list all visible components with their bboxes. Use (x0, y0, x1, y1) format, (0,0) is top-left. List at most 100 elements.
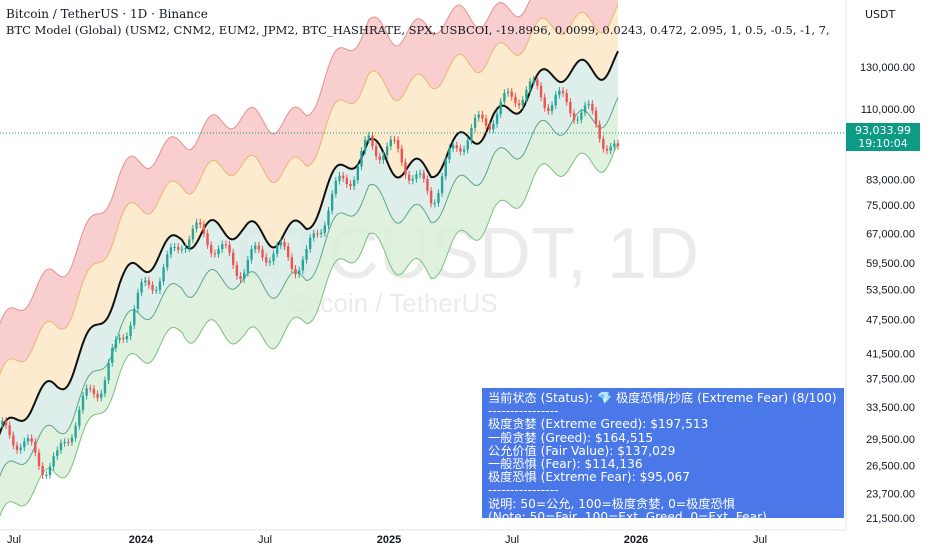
candle (221, 240, 224, 253)
series-line-1 (0, 4, 619, 376)
symbol-title[interactable]: Bitcoin / TetherUS · 1D · Binance (6, 7, 208, 21)
candle-body (253, 245, 257, 250)
candle-body (437, 193, 440, 204)
candle (158, 277, 162, 294)
candle (396, 136, 400, 153)
candle-body (41, 465, 44, 476)
candle-body (492, 123, 495, 130)
candle-body (338, 175, 341, 181)
candle (561, 87, 565, 97)
candle-body (510, 91, 513, 97)
greed-level: 一般贪婪 (Greed): $164,515 (488, 430, 654, 445)
candle-body (294, 268, 297, 275)
candle-body (243, 272, 246, 280)
candle-body (107, 362, 110, 381)
candle-body (378, 156, 381, 160)
candle (360, 147, 363, 171)
candle-body (393, 139, 396, 141)
note-english: (Note: 50=Fair, 100=Ext. Greed, 0=Ext. F… (488, 509, 767, 524)
candle-body (422, 173, 425, 179)
candle (404, 158, 407, 179)
fear-level: 一般恐惧 (Fear): $114,136 (488, 457, 643, 472)
candle (495, 110, 499, 128)
series-line-3 (0, 97, 619, 478)
candle-body (155, 290, 158, 292)
price-tick-label: 47,500.00 (866, 314, 915, 326)
candle (78, 406, 81, 430)
candle (210, 241, 213, 258)
candle-body (125, 336, 129, 340)
candle-body (521, 99, 524, 106)
candle (305, 245, 308, 264)
candle-body (206, 233, 209, 246)
price-tick-label: 59,500.00 (866, 258, 915, 270)
candle-body (213, 253, 217, 255)
candle-body (67, 442, 70, 444)
candle-body (81, 395, 85, 410)
candle (503, 89, 506, 106)
candle-body (56, 450, 59, 457)
candle-body (111, 347, 114, 363)
candle (532, 75, 535, 86)
candle-body (444, 159, 447, 177)
candle (407, 171, 411, 185)
candle (382, 151, 385, 164)
candle (598, 120, 601, 143)
candle-body (23, 441, 26, 448)
candle (371, 131, 374, 150)
candle-body (591, 103, 594, 111)
candle (294, 265, 297, 279)
candle (385, 142, 389, 160)
candle-body (297, 270, 301, 275)
candle (308, 233, 312, 253)
candle (114, 336, 118, 352)
candle-body (59, 443, 63, 451)
candle (334, 177, 338, 198)
candle-body (547, 107, 550, 112)
candle-body (199, 222, 202, 225)
candle (583, 101, 587, 117)
candle-body (404, 162, 407, 175)
candle-body (169, 247, 173, 255)
time-tick-label: Jul (505, 534, 519, 546)
watermark-description: Bitcoin / TetherUS (290, 288, 498, 318)
candle (26, 434, 30, 446)
indicator-title[interactable]: BTC Model (Global) (USM2, CNM2, EUM2, JP… (6, 23, 830, 37)
candle (517, 99, 521, 110)
last-price-tag: 93,033.99 19:10:04 (846, 123, 920, 151)
candle-body (385, 146, 389, 156)
candle (166, 250, 169, 272)
candle (41, 462, 44, 479)
candle (459, 144, 462, 156)
candle (319, 229, 323, 238)
candle-body (532, 79, 535, 82)
candle (261, 245, 264, 261)
price-tick-label: 33,500.00 (866, 402, 915, 414)
candle (151, 281, 154, 295)
candle-body (246, 259, 250, 273)
candle-body (100, 393, 103, 398)
candle (253, 241, 257, 253)
candle (228, 241, 231, 257)
candle-body (140, 282, 143, 293)
candle-body (517, 103, 521, 106)
candle-body (158, 281, 162, 291)
candle-body (609, 146, 612, 151)
extreme-greed-level: 极度贪婪 (Extreme Greed): $197,513 (488, 417, 709, 432)
candle-body (360, 151, 363, 167)
candle (147, 276, 151, 289)
candle (12, 431, 15, 450)
candle (539, 82, 543, 102)
candle-body (144, 280, 147, 283)
candle-body (188, 239, 191, 249)
candle-body (8, 425, 11, 436)
candle (279, 238, 283, 250)
time-axis[interactable]: Jul 2024 Jul 2025 Jul 2026 Jul (7, 534, 767, 546)
candle-body (228, 244, 231, 253)
candlesticks (1, 75, 620, 479)
candle-body (616, 143, 620, 147)
candle-body (63, 442, 66, 444)
candle-body (114, 339, 118, 348)
